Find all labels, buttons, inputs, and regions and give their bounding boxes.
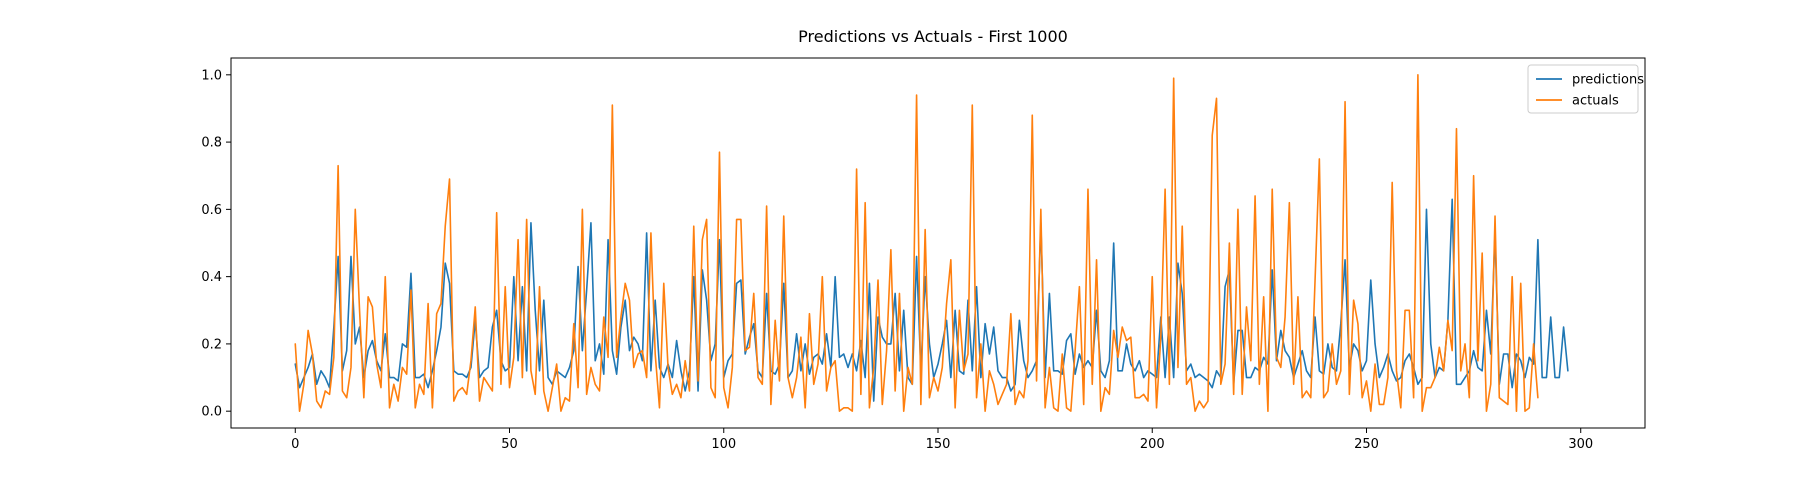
x-tick-label: 300 — [1568, 437, 1593, 452]
legend-box — [1527, 64, 1639, 114]
x-tick-label: 50 — [501, 437, 518, 452]
x-tick-label: 150 — [926, 437, 951, 452]
legend-label-predictions: predictions — [1572, 73, 1644, 88]
legend: predictions actuals — [1527, 64, 1644, 114]
chart-title: Predictions vs Actuals - First 1000 — [798, 27, 1068, 46]
x-tick-label: 100 — [711, 437, 736, 452]
y-tick-label: 0.0 — [201, 405, 222, 420]
x-tick-label: 250 — [1354, 437, 1379, 452]
x-axis: 0 50 100 150 200 250 300 — [291, 428, 1593, 452]
y-axis: 0.0 0.2 0.4 0.6 0.8 1.0 — [201, 68, 231, 420]
y-tick-label: 0.2 — [201, 337, 222, 352]
series-group — [294, 74, 1569, 412]
y-tick-label: 1.0 — [201, 68, 222, 83]
x-tick-label: 200 — [1140, 437, 1165, 452]
series-line-predictions — [294, 198, 1569, 402]
y-tick-label: 0.4 — [201, 270, 222, 285]
legend-label-actuals: actuals — [1572, 94, 1619, 109]
x-tick-label: 0 — [291, 437, 299, 452]
y-tick-label: 0.6 — [201, 203, 222, 218]
series-line-actuals — [294, 74, 1539, 412]
y-tick-label: 0.8 — [201, 136, 222, 151]
